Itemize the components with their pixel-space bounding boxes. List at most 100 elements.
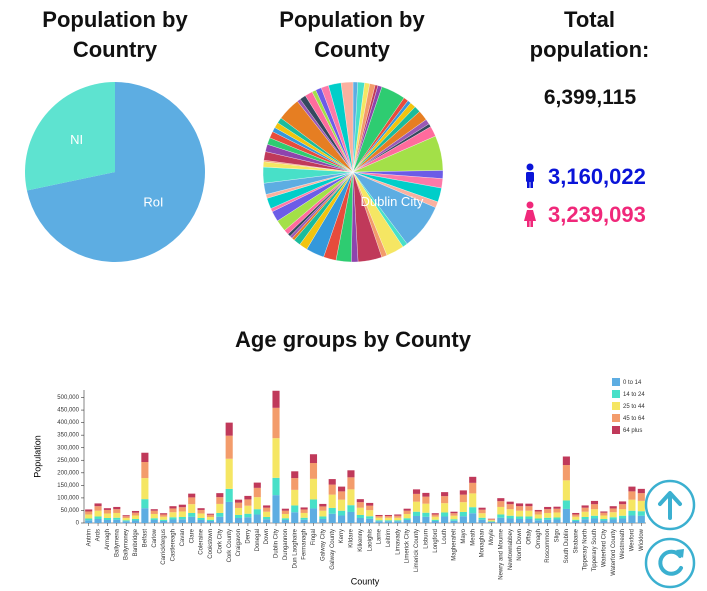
bar-segment <box>291 471 299 479</box>
bar-segment <box>263 516 271 520</box>
x-tick-label: Dun Laoghaire <box>292 528 298 568</box>
bar-segment <box>525 518 533 523</box>
bar-segment <box>431 513 439 515</box>
bar-segment <box>619 509 627 516</box>
bar-segment <box>328 494 336 508</box>
x-tick-label: Kilkenny <box>358 529 364 552</box>
bar-segment <box>197 508 205 510</box>
bar-segment <box>113 509 121 513</box>
bar-segment <box>169 508 177 513</box>
bar-segment <box>525 503 533 507</box>
bar-segment <box>572 514 580 517</box>
legend-label: 64 plus <box>623 428 642 434</box>
x-tick-label: Newry and Mourne <box>498 528 504 579</box>
bar-segment <box>272 438 280 478</box>
legend-swatch <box>612 378 620 386</box>
scroll-up-button[interactable] <box>644 479 696 531</box>
bar-segment <box>431 520 439 523</box>
y-tick-label: 400,000 <box>57 420 79 426</box>
bar-segment <box>403 518 411 520</box>
bar-segment <box>562 508 570 523</box>
bar-segment <box>253 487 261 498</box>
x-tick-label: Ards <box>96 529 102 541</box>
bar-segment <box>188 512 196 517</box>
x-tick-label: Wexford <box>630 529 636 551</box>
bar-segment <box>487 521 496 522</box>
bar-segment <box>609 512 617 518</box>
bar-segment <box>412 493 421 502</box>
refresh-button[interactable] <box>644 537 696 589</box>
bar-segment <box>487 519 496 521</box>
bar-segment <box>94 506 102 511</box>
bar-segment <box>272 407 280 439</box>
bar-segment <box>356 514 364 518</box>
bar-segment <box>553 506 561 509</box>
bar-segment <box>572 519 580 521</box>
bar-segment <box>197 509 205 514</box>
bar-segment <box>431 514 439 517</box>
bar-segment <box>544 509 552 513</box>
bar-segment <box>487 521 496 523</box>
x-tick-label: Limavady <box>395 529 401 555</box>
bar-segment <box>487 520 496 522</box>
bar-segment <box>441 492 449 497</box>
bar-segment <box>122 517 130 521</box>
bar-segment <box>309 463 318 479</box>
bar-segment <box>422 496 430 504</box>
bar-segment <box>131 518 140 521</box>
bar-segment <box>412 511 421 516</box>
x-tick-label: Kerry <box>339 529 345 543</box>
bar-segment <box>319 503 327 507</box>
bar-segment <box>384 520 392 522</box>
chart-title: Population by County <box>279 7 425 62</box>
x-tick-label: Tipperary North <box>583 529 589 570</box>
bar-segment <box>525 506 533 511</box>
bar-segment <box>469 476 477 483</box>
bar-segment <box>338 515 346 523</box>
bar-segment <box>160 516 168 520</box>
bar-segment <box>178 511 186 517</box>
bar-segment <box>581 505 589 508</box>
slice-label: RoI <box>143 195 163 210</box>
bar-segment <box>169 506 177 509</box>
x-tick-label: Limerick City <box>405 529 411 563</box>
bar-segment <box>544 512 552 518</box>
bar-segment <box>178 516 186 520</box>
bar-segment <box>85 518 93 521</box>
bar-segment <box>122 520 130 522</box>
x-tick-label: Clare <box>189 528 195 543</box>
bar-segment <box>122 521 130 523</box>
bar-segment <box>534 514 542 519</box>
bar-segment <box>581 516 589 520</box>
bar-segment <box>309 508 318 523</box>
bar-segment <box>422 516 430 523</box>
bar-segment <box>234 499 243 503</box>
bar-segment <box>225 501 233 523</box>
bar-segment <box>141 462 149 479</box>
bar-segment <box>609 508 617 513</box>
bar-segment <box>394 521 402 523</box>
bar-segment <box>478 509 486 514</box>
x-tick-label: Donegal <box>255 529 261 551</box>
bar-segment <box>366 502 374 506</box>
bar-segment <box>150 518 158 520</box>
bar-segment <box>375 520 383 522</box>
bar-segment <box>94 516 102 519</box>
bar-segment <box>581 519 589 523</box>
x-tick-label: Westmeath <box>620 529 626 559</box>
bar-segment <box>281 518 289 520</box>
bar-segment <box>450 511 458 514</box>
bar-segment <box>309 478 318 500</box>
bar-segment <box>141 499 149 509</box>
bar-segment <box>600 515 608 519</box>
bar-segment <box>94 510 102 517</box>
bar-segment <box>347 477 355 490</box>
bar-segment <box>272 477 280 496</box>
bar-segment <box>291 489 299 506</box>
bar-segment <box>619 504 627 510</box>
bar-segment <box>450 520 458 523</box>
x-tick-label: Louth <box>442 529 448 544</box>
bar-segment <box>619 518 627 523</box>
pie-slice <box>340 81 354 173</box>
bar-segment <box>281 510 289 514</box>
